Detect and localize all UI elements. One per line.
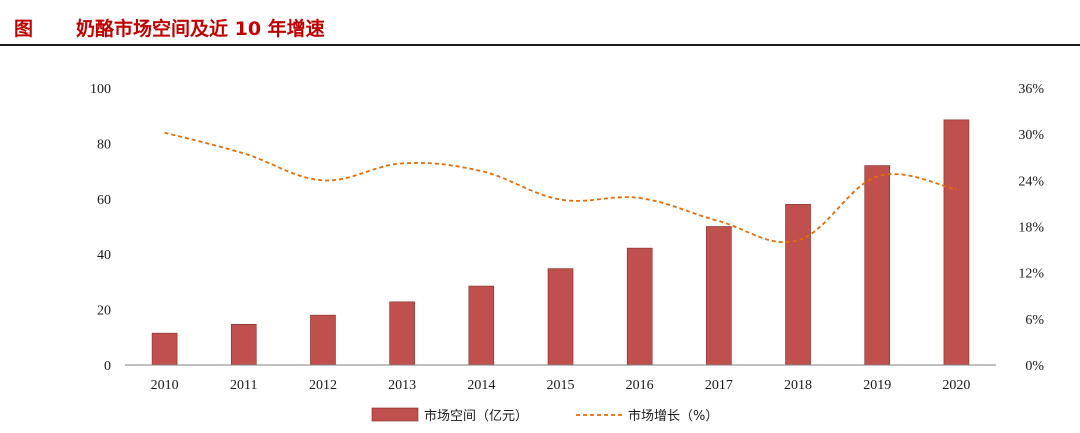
x-tick-label: 2010 <box>151 378 179 393</box>
bar-series <box>151 119 970 366</box>
figure-header: 图 奶酪市场空间及近 10 年增速 <box>0 0 1080 46</box>
left-y-tick-label: 20 <box>97 304 111 319</box>
left-y-tick-label: 100 <box>90 82 111 97</box>
right-y-tick-label: 18% <box>1018 221 1044 236</box>
right-y-tick-label: 36% <box>1018 82 1044 97</box>
x-axis-ticks: 2010 2011 2012 2013 2014 2015 2016 2017 2018 2019… <box>151 378 971 393</box>
figure-label: 图 <box>14 18 34 40</box>
bar-2011 <box>230 323 257 366</box>
right-y-tick-label: 0% <box>1025 359 1044 374</box>
x-tick-label: 2011 <box>230 378 257 393</box>
right-axis-ticks: 0% 6% 12% 18% 24% 30% 36% <box>1018 82 1044 374</box>
figure-title: 奶酪市场空间及近 10 年增速 <box>76 18 325 40</box>
left-y-tick-label: 80 <box>97 137 111 152</box>
x-tick-label: 2016 <box>626 378 654 393</box>
legend-bar-label: 市场空间（亿元） <box>424 408 528 424</box>
x-tick-label: 2012 <box>309 378 337 393</box>
bar-2017 <box>706 226 732 366</box>
bar-2019 <box>864 165 891 366</box>
bar-2014 <box>468 285 495 366</box>
right-y-tick-label: 30% <box>1018 128 1044 143</box>
x-tick-label: 2014 <box>467 378 495 393</box>
x-tick-label: 2013 <box>388 378 416 393</box>
legend-line-label: 市场增长（%） <box>628 408 718 424</box>
bar-2020 <box>943 119 970 366</box>
header-rule <box>0 44 1080 46</box>
left-y-tick-label: 0 <box>104 359 111 374</box>
legend-bar-swatch <box>371 407 419 422</box>
bar-2016 <box>626 247 653 366</box>
x-tick-label: 2019 <box>863 378 891 393</box>
right-y-tick-label: 24% <box>1018 174 1044 189</box>
left-axis-ticks: 0 20 40 60 80 100 <box>90 82 111 374</box>
growth-line <box>164 131 957 244</box>
left-y-tick-label: 40 <box>97 248 111 263</box>
bar-2010 <box>151 332 178 366</box>
legend: 市场空间（亿元） 市场增长（%） <box>371 407 718 424</box>
x-tick-label: 2015 <box>547 378 575 393</box>
bar-2018 <box>785 204 811 366</box>
right-y-tick-label: 6% <box>1025 313 1044 328</box>
right-y-tick-label: 12% <box>1018 267 1044 282</box>
bar-2015 <box>547 268 574 366</box>
x-tick-label: 2020 <box>942 378 970 393</box>
bar-2013 <box>389 301 415 366</box>
x-tick-label: 2017 <box>705 378 733 393</box>
bar-2012 <box>310 314 336 366</box>
left-y-tick-label: 60 <box>97 193 111 208</box>
x-tick-label: 2018 <box>784 378 812 393</box>
